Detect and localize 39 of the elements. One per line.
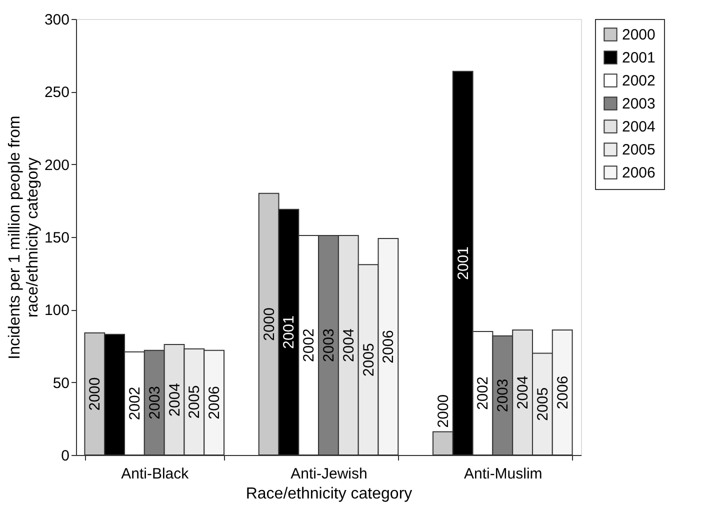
annotation: 2005 [360,343,378,376]
annotation: 2000 [86,377,104,411]
x-tick-label: Anti-Black [121,466,190,482]
x-tick-label: Anti-Muslim [464,466,542,482]
annotation: 2002 [126,386,144,420]
annotation: 2003 [320,328,338,362]
legend-label: 2003 [622,96,656,112]
legend-label: 2002 [622,72,656,90]
legend-label: 2001 [622,50,656,66]
legend-label: 2005 [622,142,656,158]
annotation: 2000 [434,394,452,428]
annotation: 2002 [474,376,492,410]
y-axis-title: Incidents per 1 million people from race/ethnicity category [6,116,42,360]
y-tick-label: 200 [44,156,70,174]
y-tick-label: 50 [52,374,70,392]
legend-label: 2000 [622,26,656,44]
y-tick-label: 150 [44,230,70,246]
annotation: 2004 [340,328,358,362]
y-tick-label: 250 [44,84,70,102]
x-tick-label: Anti-Jewish [290,466,368,482]
annotation: 2005 [186,385,204,419]
annotation: 2001 [454,246,472,280]
x-axis-title: Race/ethnicity category [246,486,412,502]
annotation: 2001 [280,316,298,349]
y-tick-label: 100 [44,302,70,320]
annotation: 2003 [146,386,164,420]
legend-label: 2004 [622,118,656,136]
y-tick-label: 300 [44,12,70,28]
annotation: 2000 [260,308,278,341]
annotation: 2006 [206,386,224,420]
annotation: 2003 [494,378,512,412]
annotation: 2004 [514,376,532,410]
y-tick-label: 0 [61,448,70,464]
annotation: 2004 [166,383,184,416]
annotation: 2005 [534,387,552,421]
annotation: 2002 [300,328,318,362]
annotation: 2006 [554,376,572,410]
annotation: 2006 [380,330,398,364]
legend-label: 2006 [622,164,656,182]
